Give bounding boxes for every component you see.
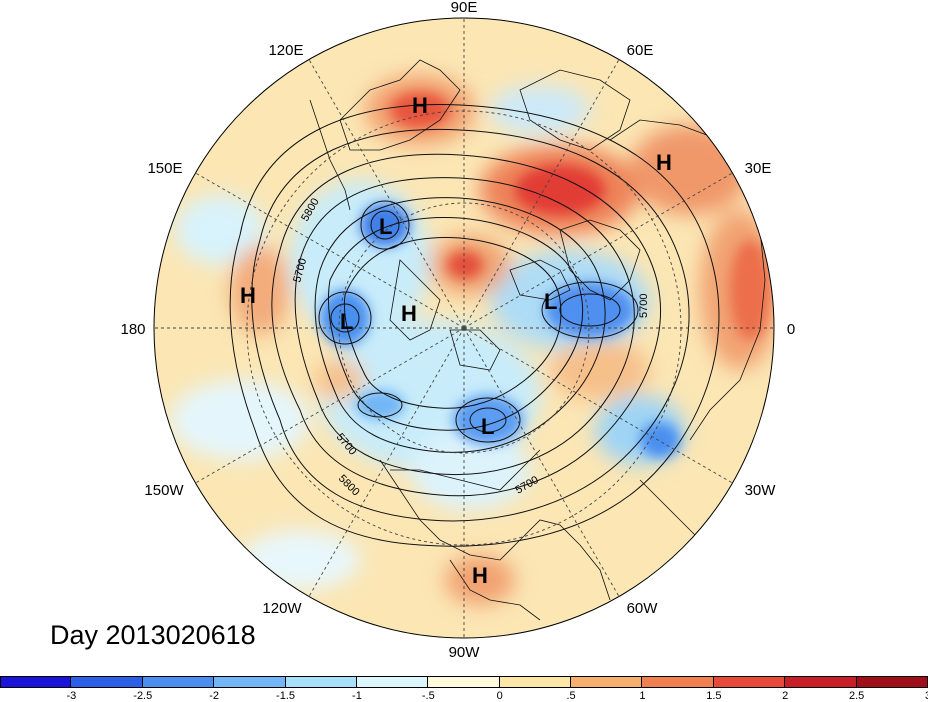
lon-label-0: 0 [787,321,795,338]
map-title: Day 2013020618 [50,620,256,650]
pressure-centers: H H H H H L L L L [240,93,672,588]
colorbar-swatch [499,676,572,688]
colorbar-swatch [214,676,286,688]
high-pressure-marker: H [412,93,428,118]
lon-label-150e: 150E [147,160,182,177]
lon-label-60e: 60E [627,42,654,59]
graticule [154,18,774,638]
colorbar-swatch [285,676,357,688]
colorbar-swatch [571,676,643,688]
high-pressure-marker: H [240,283,256,308]
colorbar-tick-label: -1 [352,690,362,702]
low-pressure-marker: L [340,309,353,334]
lon-label-30w: 30W [745,482,777,499]
colorbar-tick-label: .5 [566,690,576,702]
colorbar-swatch [71,676,143,688]
polar-stereographic-map: 5800 5700 5700 5700 5800 5700 H H H H H … [120,0,795,661]
lon-label-90e: 90E [451,0,478,16]
colorbar-swatch [356,676,429,688]
colorbar-tick-label: 2.5 [848,690,865,702]
longitude-labels: 90E 60E 30E 0 30W 60W 90W 120W 150W 180 … [120,0,795,661]
contour-label: 5700 [638,294,650,318]
colorbar-swatch [785,676,857,688]
colorbar-tick-label: 3 [925,690,928,702]
colorbar-swatch [428,676,500,688]
colorbar-tick-label: -2 [209,690,220,702]
high-pressure-marker: H [401,301,417,326]
colorbar-tick-label: -1.5 [276,690,296,702]
colorbar-tick-label: 1.5 [706,690,722,702]
colorbar-tick-label: 2 [782,690,789,702]
lon-label-90w: 90W [449,644,481,661]
lon-label-180: 180 [120,321,145,338]
colorbar-swatch [142,676,215,688]
lon-label-30e: 30E [745,160,772,177]
colorbar-tick-label: -2.5 [133,690,153,702]
colorbar-swatch [642,676,714,688]
colorbar-swatch [713,676,786,688]
map-boundary [153,17,775,639]
lon-label-60w: 60W [627,600,659,617]
high-pressure-marker: H [472,563,488,588]
lon-label-120e: 120E [268,42,303,59]
low-pressure-marker: L [544,289,557,314]
low-pressure-marker: L [481,414,494,439]
colorbar-swatch [0,676,72,688]
colorbar: -3 -2.5 -2 -1.5 -1 -.5 0 .5 1 1.5 2 2.5 3 [0,676,928,702]
colorbar-tick-label: 0 [496,690,503,702]
high-pressure-marker: H [656,150,672,175]
colorbar-tick-label: -.5 [421,690,435,702]
lon-label-150w: 150W [144,482,184,499]
height-contours [229,103,720,547]
lon-label-120w: 120W [262,600,302,617]
colorbar-frame [0,676,928,688]
low-pressure-marker: L [379,214,392,239]
colorbar-tick-label: 1 [639,690,646,702]
colorbar-tick-label: -3 [66,690,77,702]
